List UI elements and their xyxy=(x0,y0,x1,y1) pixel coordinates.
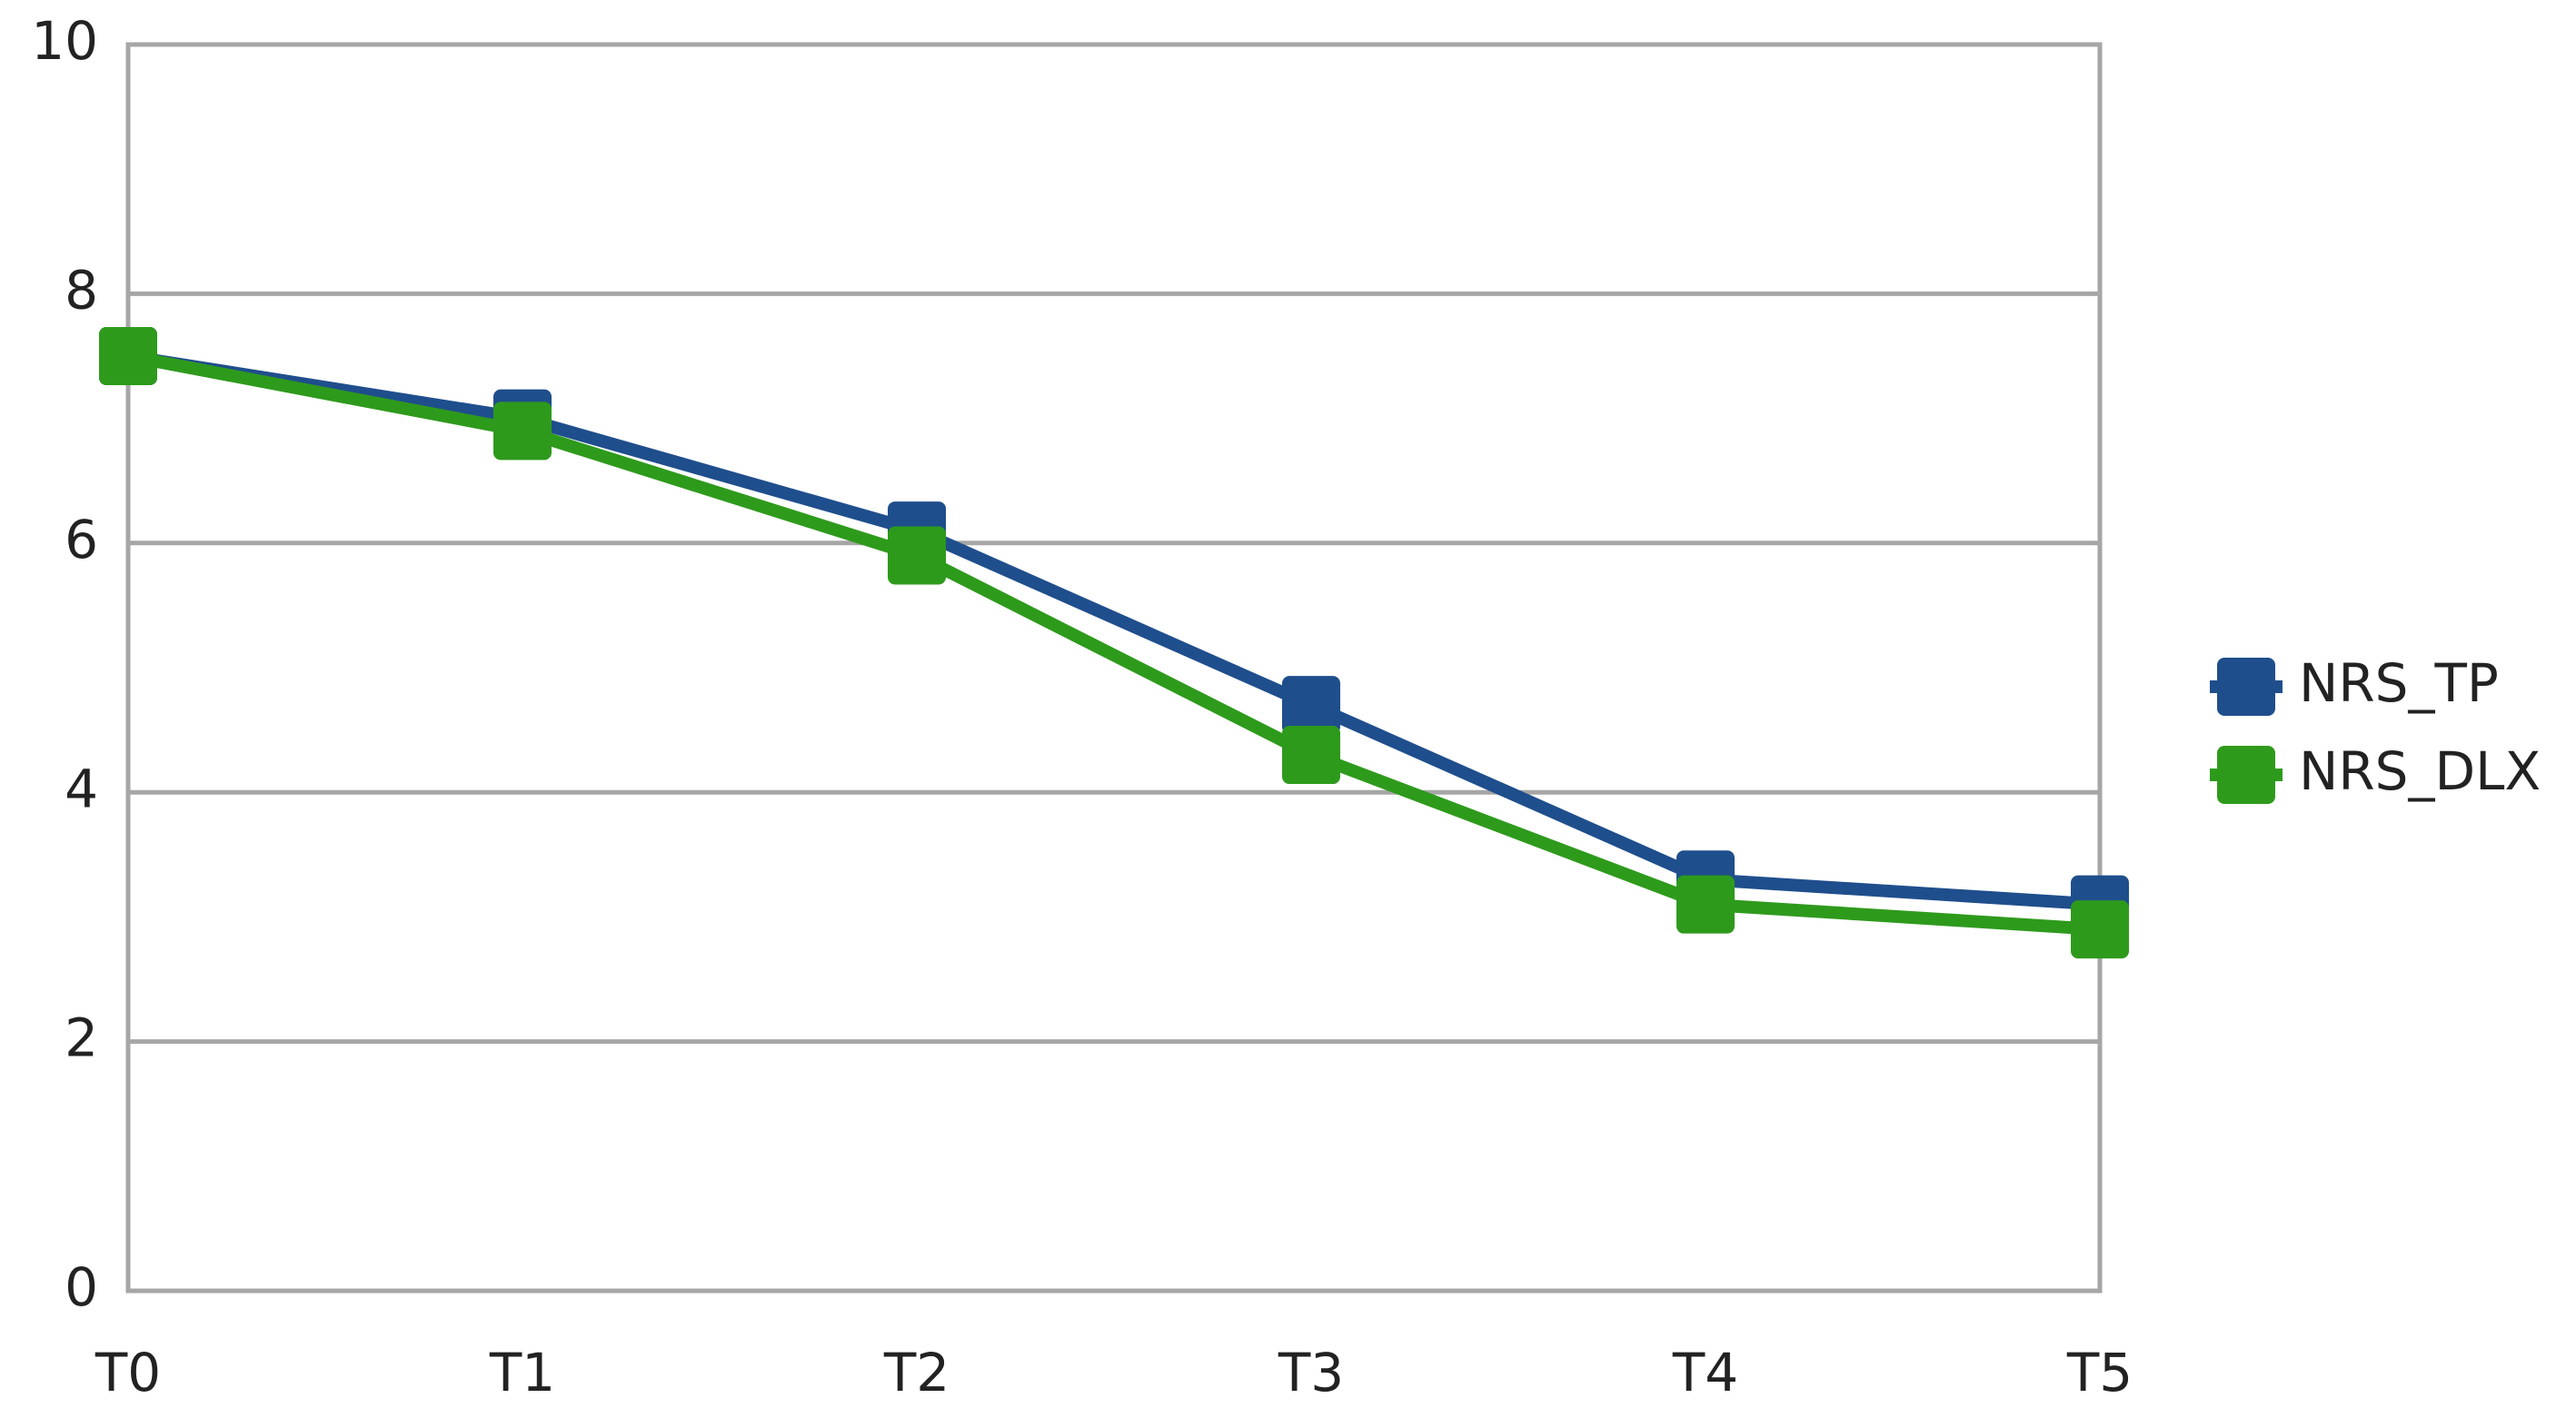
legend-marker xyxy=(2217,746,2275,804)
point-marker xyxy=(888,526,946,585)
series-line xyxy=(126,350,2101,911)
y-tick-label: 0 xyxy=(65,1256,98,1318)
point-marker xyxy=(2071,900,2129,959)
x-tick-label: T1 xyxy=(489,1342,555,1403)
legend-label: NRS_DLX xyxy=(2299,740,2541,802)
x-tick-label: T4 xyxy=(1672,1342,1738,1403)
y-tick-label: 10 xyxy=(31,10,98,72)
x-tick-label: T0 xyxy=(94,1342,161,1403)
x-tick-label: T2 xyxy=(883,1342,950,1403)
point-marker xyxy=(1282,676,1340,735)
point-marker xyxy=(1282,726,1340,785)
x-tick-label: T3 xyxy=(1278,1342,1344,1403)
point-marker xyxy=(493,402,552,461)
legend-marker xyxy=(2217,658,2275,716)
x-tick-label: T5 xyxy=(2066,1342,2133,1403)
legend-label: NRS_TP xyxy=(2299,652,2499,714)
y-tick-label: 2 xyxy=(65,1007,98,1069)
series-line xyxy=(126,350,2101,937)
y-tick-label: 4 xyxy=(65,758,98,819)
point-marker xyxy=(1676,875,1735,934)
y-tick-label: 8 xyxy=(65,260,98,322)
y-tick-label: 6 xyxy=(65,509,98,570)
point-marker xyxy=(99,327,157,385)
plot-border xyxy=(125,42,2103,1294)
